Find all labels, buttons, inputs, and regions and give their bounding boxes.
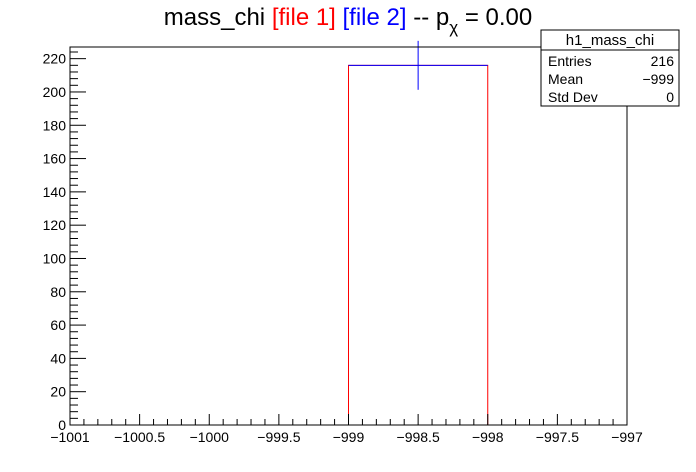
y-tick-label: 140 xyxy=(43,184,67,200)
x-tick-label: −1000.5 xyxy=(114,429,165,445)
stats-box-title: h1_mass_chi xyxy=(566,32,654,49)
x-tick-label: −998.5 xyxy=(397,429,440,445)
x-tick-label: −1001 xyxy=(50,429,90,445)
y-tick-label: 80 xyxy=(50,284,66,300)
y-tick-label: 200 xyxy=(43,84,67,100)
axes: −1001 −1000.5 −1000 −999.5 −999 −998.5 −998 −99… xyxy=(43,46,643,445)
stats-value: 0 xyxy=(666,89,674,105)
file1-histogram-bar xyxy=(348,64,489,425)
chart-title: mass_chi [file 1] [file 2] -- pχ = 0.00 xyxy=(164,4,532,37)
title-space xyxy=(336,4,343,31)
stats-value: 216 xyxy=(651,53,675,69)
stats-box: h1_mass_chi Entries 216 Mean −999 Std Dev 0 xyxy=(540,29,680,107)
x-tick-label: −1000 xyxy=(190,429,230,445)
title-prefix: mass_chi xyxy=(164,4,272,31)
stats-box-frame xyxy=(540,29,680,107)
y-tick-label: 20 xyxy=(50,384,66,400)
title-chi-sub: χ xyxy=(449,18,458,37)
stats-rows: Entries 216 Mean −999 Std Dev 0 xyxy=(548,53,674,105)
y-tick-label: 220 xyxy=(43,51,67,67)
x-tick-label: −997.5 xyxy=(536,429,579,445)
title-file2: [file 2] xyxy=(343,4,407,31)
y-tick-label: 100 xyxy=(43,250,67,266)
plot-area xyxy=(348,40,489,425)
x-tick-label: −998 xyxy=(472,429,504,445)
y-tick-label: 60 xyxy=(50,317,66,333)
title-suffix-pre: -- p xyxy=(407,4,450,31)
title-file1: [file 1] xyxy=(272,4,336,31)
x-tick-label: −997 xyxy=(611,429,643,445)
stats-value: −999 xyxy=(642,71,674,87)
x-tick-label: −999 xyxy=(333,429,365,445)
stats-label: Mean xyxy=(548,71,583,87)
y-tick-label: 0 xyxy=(58,417,66,433)
file2-data-point xyxy=(348,40,488,90)
stats-label: Std Dev xyxy=(548,89,598,105)
y-tick-label: 160 xyxy=(43,151,67,167)
stats-label: Entries xyxy=(548,53,592,69)
y-tick-label: 180 xyxy=(43,117,67,133)
title-suffix-post: = 0.00 xyxy=(458,4,532,31)
y-tick-label: 120 xyxy=(43,217,67,233)
x-tick-label: −999.5 xyxy=(257,429,300,445)
y-tick-label: 40 xyxy=(50,350,66,366)
